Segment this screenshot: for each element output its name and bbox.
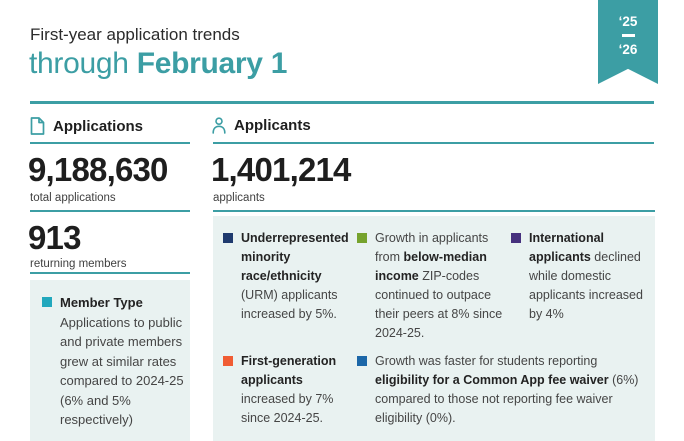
returning-members-value: 913 bbox=[28, 219, 81, 256]
applications-rule-mid bbox=[30, 210, 190, 212]
page-title-bold: February 1 bbox=[136, 47, 288, 80]
member-type-text: Member Type Applications to public and pr… bbox=[60, 295, 184, 427]
income-text: Growth in applicants from below-median i… bbox=[375, 231, 503, 340]
fee-waiver-bullet-square bbox=[357, 356, 367, 366]
urm-text: Underrepresented minority race/ethnicity… bbox=[241, 231, 349, 321]
document-icon bbox=[30, 117, 45, 135]
ribbon-year-top: ‘25 bbox=[618, 14, 638, 29]
total-applications-label: total applications bbox=[30, 192, 116, 204]
international-text: International applicants declined while … bbox=[529, 231, 643, 321]
applicants-value: 1,401,214 bbox=[211, 151, 351, 188]
bullet-below-median-income: Growth in applicants from below-median i… bbox=[357, 229, 511, 343]
applicants-rule-bottom bbox=[213, 210, 655, 212]
page-subtitle: First-year application trends bbox=[30, 25, 240, 44]
header-divider bbox=[30, 101, 654, 104]
applicants-label: applicants bbox=[213, 192, 265, 204]
income-bullet-square bbox=[357, 233, 367, 243]
ribbon-year-bottom: ‘26 bbox=[618, 42, 638, 57]
person-icon bbox=[212, 117, 226, 134]
applicants-rule-top bbox=[213, 142, 654, 144]
member-type-bullet-square bbox=[42, 297, 52, 307]
returning-members-label: returning members bbox=[30, 258, 127, 270]
first-gen-text: First-generation applicants increased by… bbox=[241, 354, 337, 425]
applications-rule-top bbox=[30, 142, 190, 144]
first-gen-bullet-square bbox=[223, 356, 233, 366]
bullet-fee-waiver: Growth was faster for students reporting… bbox=[357, 352, 645, 428]
applications-rule-bottom bbox=[30, 272, 190, 274]
bullet-first-generation: First-generation applicants increased by… bbox=[223, 352, 357, 428]
page-title: through February 1 bbox=[29, 47, 287, 81]
applicants-section-label: Applicants bbox=[234, 117, 311, 134]
total-applications-value: 9,188,630 bbox=[28, 151, 168, 188]
applications-section-label: Applications bbox=[53, 117, 144, 135]
urm-bullet-square bbox=[223, 233, 233, 243]
ribbon-dash bbox=[621, 34, 635, 37]
international-bullet-square bbox=[511, 233, 521, 243]
applicants-highlight-box: Underrepresented minority race/ethnicity… bbox=[213, 216, 655, 441]
applications-section-header: Applications bbox=[30, 117, 143, 135]
bullet-urm: Underrepresented minority race/ethnicity… bbox=[223, 229, 357, 343]
page-title-light: through bbox=[29, 47, 137, 80]
applicants-section-header: Applicants bbox=[212, 117, 311, 134]
fee-waiver-text: Growth was faster for students reporting… bbox=[375, 354, 639, 425]
member-type-highlight-box: Member Type Applications to public and pr… bbox=[30, 280, 190, 441]
season-ribbon: ‘25 ‘26 bbox=[598, 0, 658, 84]
applicants-bullet-grid: Underrepresented minority race/ethnicity… bbox=[223, 229, 645, 428]
bullet-international: International applicants declined while … bbox=[511, 229, 645, 343]
member-type-bullet-item: Member Type Applications to public and pr… bbox=[42, 293, 184, 430]
